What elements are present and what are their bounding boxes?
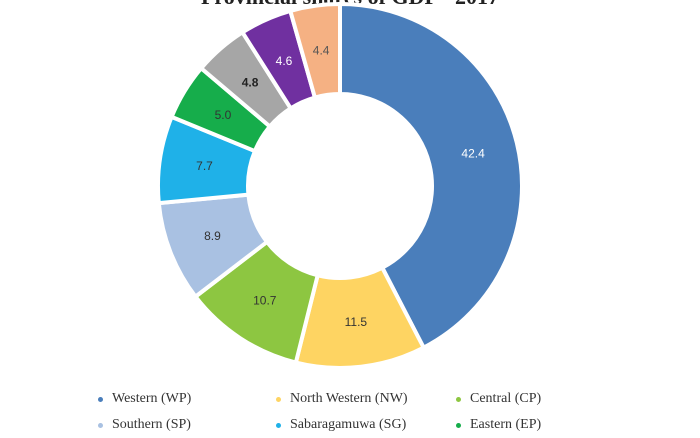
legend-swatch (456, 396, 461, 402)
legend-label: North Western (NW) (290, 391, 408, 406)
legend-item-western: Western (WP) (98, 391, 276, 407)
legend-swatch (276, 396, 281, 402)
chart-legend: Western (WP) North Western (NW) Central … (98, 386, 678, 438)
data-label: 4.6 (276, 54, 293, 68)
legend-item-north-western: North Western (NW) (276, 391, 456, 407)
legend-item-central: Central (CP) (456, 391, 541, 407)
legend-swatch (276, 422, 281, 428)
legend-row: Southern (SP) Sabaragamuwa (SG) Eastern … (98, 412, 678, 438)
legend-item-southern: Southern (SP) (98, 417, 276, 433)
data-label: 11.5 (345, 315, 368, 329)
donut-segment-8 (287, 1, 342, 100)
legend-swatch (98, 396, 103, 402)
data-label: 4.4 (313, 43, 330, 57)
data-label: 4.8 (242, 76, 259, 90)
legend-label: Eastern (EP) (470, 417, 542, 432)
donut-segment-0 (338, 1, 524, 351)
data-label: 7.7 (196, 159, 213, 173)
data-label: 8.9 (204, 229, 221, 243)
data-label: 5.0 (215, 108, 232, 122)
legend-item-sabaragamuwa: Sabaragamuwa (SG) (276, 417, 456, 433)
legend-item-eastern: Eastern (EP) (456, 417, 541, 433)
legend-label: Central (CP) (470, 391, 542, 406)
donut-chart: 42.4 11.5 10.7 8.9 7.7 5.0 4.8 4.6 4.4 (158, 1, 524, 368)
legend-label: Western (WP) (112, 391, 192, 406)
legend-label: Southern (SP) (112, 417, 191, 432)
data-label: 10.7 (253, 294, 277, 308)
legend-swatch (456, 422, 461, 428)
legend-label: Sabaragamuwa (SG) (290, 417, 407, 432)
data-label: 42.4 (461, 147, 485, 161)
legend-row: Western (WP) North Western (NW) Central … (98, 386, 678, 412)
legend-swatch (98, 422, 103, 428)
